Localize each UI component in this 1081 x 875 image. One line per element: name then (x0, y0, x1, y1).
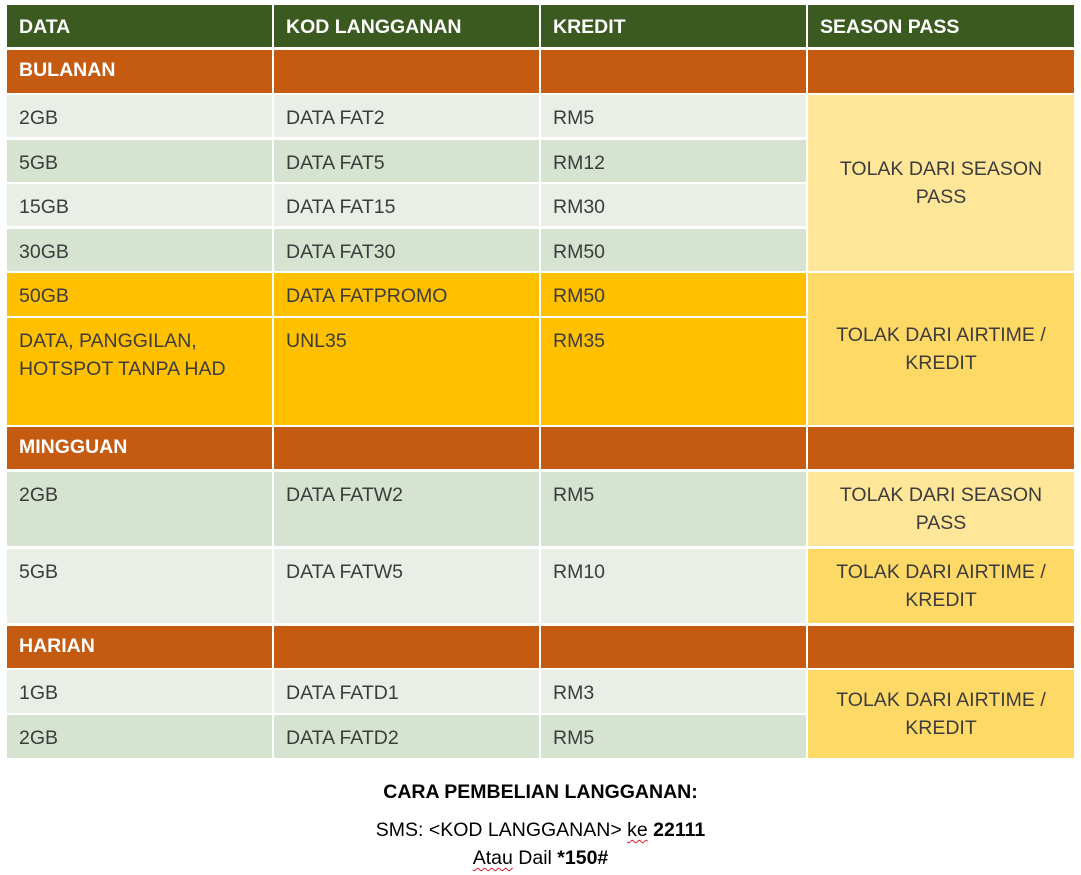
table-cell-code: DATA FATW2 (274, 472, 539, 546)
table-cell-data: 30GB (7, 229, 272, 271)
table-cell-credit: RM10 (541, 549, 806, 623)
sms-ke: ke (627, 819, 648, 841)
header-season-pass: SEASON PASS (808, 5, 1074, 47)
sms-prefix: SMS: <KOD LANGGANAN> (375, 819, 628, 841)
table-cell-credit: RM50 (541, 273, 806, 316)
airtime-note: TOLAK DARI AIRTIME / KREDIT (808, 549, 1074, 623)
section-daily-blank (541, 626, 806, 668)
table-cell-data: 5GB (7, 549, 272, 623)
sms-number: 22111 (653, 819, 706, 841)
section-weekly-blank (541, 427, 806, 469)
table-cell-credit: RM5 (541, 472, 806, 546)
dial-text: Dail (512, 847, 558, 869)
table-cell-credit: RM3 (541, 670, 806, 713)
header-data: DATA (7, 5, 272, 47)
table-cell-credit: RM35 (541, 318, 806, 425)
season-pass-note: TOLAK DARI SEASON PASS (808, 95, 1074, 271)
table-cell-code: DATA FAT5 (274, 140, 539, 182)
table-cell-code: DATA FATW5 (274, 549, 539, 623)
section-monthly-blank (808, 50, 1074, 93)
table-cell-data: 15GB (7, 184, 272, 226)
season-pass-note: TOLAK DARI SEASON PASS (808, 472, 1074, 546)
table-cell-code: DATA FATPROMO (274, 273, 539, 316)
table-cell-code: DATA FAT30 (274, 229, 539, 271)
table-cell-data: 2GB (7, 715, 272, 758)
table-cell-data: 2GB (7, 472, 272, 546)
section-daily-blank (274, 626, 539, 668)
table-cell-code: DATA FATD1 (274, 670, 539, 713)
table-cell-code: UNL35 (274, 318, 539, 425)
dial-atau: Atau (472, 847, 513, 869)
table-cell-data: DATA, PANGGILAN, HOTSPOT TANPA HAD (7, 318, 272, 425)
table-cell-data: 1GB (7, 670, 272, 713)
table-cell-credit: RM30 (541, 184, 806, 226)
table-cell-credit: RM5 (541, 95, 806, 137)
subscription-table: DATA KOD LANGGANAN KREDIT SEASON PASS BU… (7, 5, 1074, 758)
section-weekly: MINGGUAN (7, 427, 272, 469)
section-daily-blank (808, 626, 1074, 668)
table-cell-code: DATA FAT15 (274, 184, 539, 226)
section-weekly-blank (808, 427, 1074, 469)
header-code: KOD LANGGANAN (274, 5, 539, 47)
purchase-instructions-title: CARA PEMBELIAN LANGGANAN: (383, 781, 698, 803)
section-daily: HARIAN (7, 626, 272, 668)
section-monthly: BULANAN (7, 50, 272, 93)
dial-code: *150# (557, 847, 609, 869)
section-monthly-blank (274, 50, 539, 93)
airtime-note: TOLAK DARI AIRTIME / KREDIT (808, 273, 1074, 425)
section-monthly-blank (541, 50, 806, 93)
sms-instruction: SMS: <KOD LANGGANAN> ke 22111 (0, 819, 1081, 842)
table-cell-data: 50GB (7, 273, 272, 316)
table-cell-credit: RM5 (541, 715, 806, 758)
table-cell-code: DATA FAT2 (274, 95, 539, 137)
table-cell-code: DATA FATD2 (274, 715, 539, 758)
table-cell-data: 5GB (7, 140, 272, 182)
airtime-note: TOLAK DARI AIRTIME / KREDIT (808, 670, 1074, 758)
dial-instruction: Atau Dail *150# (0, 847, 1081, 870)
table-cell-data: 2GB (7, 95, 272, 137)
table-cell-credit: RM12 (541, 140, 806, 182)
table-cell-credit: RM50 (541, 229, 806, 271)
section-weekly-blank (274, 427, 539, 469)
header-credit: KREDIT (541, 5, 806, 47)
